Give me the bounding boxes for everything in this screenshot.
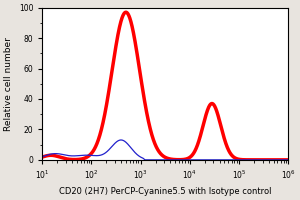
- X-axis label: CD20 (2H7) PerCP-Cyanine5.5 with Isotype control: CD20 (2H7) PerCP-Cyanine5.5 with Isotype…: [59, 187, 272, 196]
- Y-axis label: Relative cell number: Relative cell number: [4, 37, 13, 131]
